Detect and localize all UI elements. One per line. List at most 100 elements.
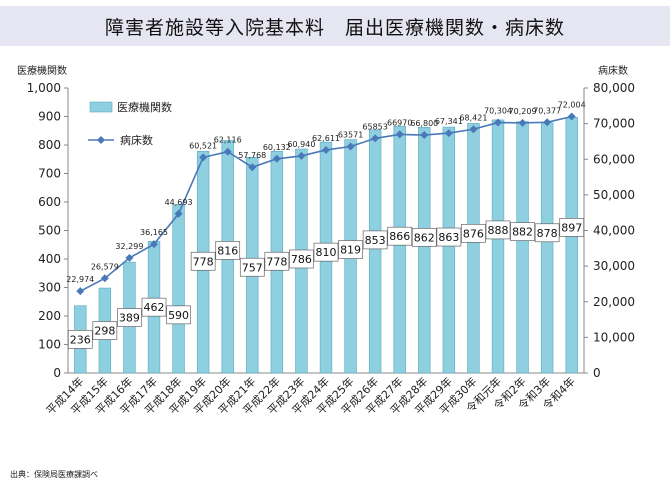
line-value-label: 72,004 [558, 100, 586, 109]
bar-value-label-box [313, 242, 339, 262]
chart-svg: 0 100 200 300 400 500 600 700 800 900 1,000 0 10,000… [27, 81, 635, 417]
bar-value-label: 786 [291, 253, 312, 266]
line-value-label: 26,579 [91, 262, 119, 271]
bar-value-label: 819 [340, 244, 361, 257]
bar [172, 204, 185, 374]
line-point [420, 131, 429, 140]
bar-value-label-box [559, 218, 585, 237]
line-value-label: 66970 [387, 118, 412, 127]
bar [565, 117, 578, 374]
line-point [125, 253, 134, 262]
line-point [223, 147, 232, 156]
line-value-label: 22,974 [66, 275, 94, 284]
line-value-label: 65853 [362, 122, 387, 131]
line-point [272, 154, 281, 163]
bar-value-label-box [141, 297, 167, 317]
bar-value-label-box [239, 257, 265, 277]
left-axis-tick-label: 0 [53, 366, 61, 380]
bar-value-label-box [436, 227, 462, 247]
bar-value-label: 853 [365, 234, 386, 247]
right-axis-tick-label: 80,000 [593, 81, 635, 95]
right-axis-tick-label: 30,000 [593, 259, 635, 273]
right-axis-tick-label: 40,000 [593, 224, 635, 238]
legend-marker-beds [97, 136, 105, 144]
right-axis-tick-label: 70,000 [593, 117, 635, 131]
bar-value-label: 888 [488, 224, 509, 237]
bar-value-label-box [362, 230, 388, 250]
line-value-label: 70,377 [533, 106, 561, 115]
bar-value-label: 298 [94, 325, 115, 338]
bar-value-label: 810 [316, 246, 337, 259]
left-axis-label: 医療機関数 [17, 66, 67, 77]
line-value-label: 60,521 [189, 141, 217, 150]
line-point [297, 151, 306, 160]
line-point [248, 163, 257, 172]
line-value-label: 70,304 [484, 107, 512, 116]
bar-value-label-box [264, 251, 290, 271]
line-point [567, 112, 576, 121]
line-value-label: 36,165 [140, 228, 168, 237]
bar-value-label: 778 [193, 255, 214, 268]
bar [516, 121, 529, 374]
left-axis-tick-label: 500 [38, 224, 61, 238]
legend-swatch-bars [89, 101, 113, 113]
left-axis-tick-label: 200 [38, 309, 61, 323]
bar [393, 125, 406, 374]
line-value-label: 62,611 [312, 134, 340, 143]
line-point [100, 274, 109, 283]
left-axis-tick-label: 1,000 [27, 81, 61, 95]
bar-value-label: 882 [512, 226, 533, 239]
left-axis-tick-label: 300 [38, 281, 61, 295]
bar-value-label-box [215, 241, 241, 260]
bar [368, 129, 382, 374]
bar [442, 126, 456, 374]
bar-value-label-box [534, 223, 560, 243]
bar-value-label-box [461, 223, 486, 243]
line-point [150, 240, 158, 249]
bar-value-label-box [190, 251, 216, 271]
bar [467, 123, 480, 374]
line-point [543, 118, 552, 127]
left-axis-tick-label: 400 [38, 252, 61, 266]
bar-value-label: 778 [266, 255, 287, 268]
bar-value-label: 389 [119, 312, 140, 325]
legend-label-bars: 医療機関数 [117, 100, 172, 114]
line-value-label: 44,693 [165, 198, 193, 207]
line-value-label: 60,940 [287, 140, 315, 149]
line-value-label: 62,116 [214, 136, 242, 145]
bar-value-label-box [387, 226, 413, 246]
bar-value-label: 236 [70, 333, 91, 346]
bar-value-label: 878 [537, 227, 558, 240]
bar-value-label-box [485, 220, 511, 240]
bar-value-label-box [289, 249, 314, 269]
right-axis-tick-label: 0 [593, 366, 601, 380]
line-value-label: 70,209 [509, 107, 537, 116]
line-value-label: 57,768 [238, 151, 266, 160]
title-bar: 障害者施設等入院基本料 届出医療機関数・病床数 [0, 6, 670, 46]
line-point [199, 153, 208, 162]
bar-value-label: 876 [463, 227, 484, 240]
chart-title: 障害者施設等入院基本料 届出医療機関数・病床数 [104, 16, 565, 39]
bar-value-label: 862 [414, 231, 435, 244]
right-axis-label: 病床数 [598, 66, 628, 77]
bar-value-label-box [92, 321, 118, 340]
bar-value-label-box [411, 227, 437, 247]
bar-value-label-box [166, 305, 191, 325]
right-axis-tick-label: 50,000 [593, 188, 635, 202]
bar-value-label: 590 [168, 309, 189, 322]
right-axis-tick-label: 10,000 [593, 330, 635, 344]
line-value-label: 67,341 [435, 117, 463, 126]
line-point [322, 145, 330, 154]
bar-value-label: 863 [438, 231, 459, 244]
line-value-label: 68,421 [459, 113, 487, 122]
bar-value-label-box [67, 330, 93, 349]
left-axis-tick-label: 600 [38, 195, 61, 209]
line-point [76, 287, 85, 296]
bar [540, 122, 554, 374]
line-point [444, 129, 453, 138]
bar-value-label-box [338, 240, 363, 259]
legend-label-beds: 病床数 [120, 133, 153, 147]
bar-value-label: 866 [389, 230, 410, 243]
line-point [494, 118, 502, 127]
